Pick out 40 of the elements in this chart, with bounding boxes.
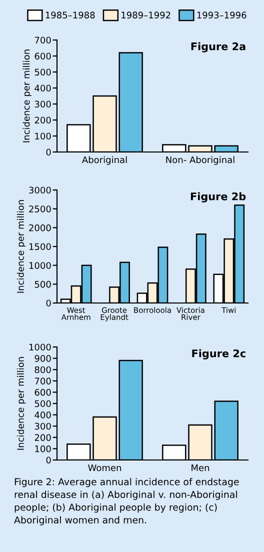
y-tick-label: 2500 <box>29 206 51 212</box>
caption: Figure 2: Average annual incidence of endstage renal disease in (a) Aboriginal v. non-Aboriginal people; (b) Aboriginal people by region; (c) Aboriginal women and men. <box>14 478 239 526</box>
legend-label: 1993–1996 <box>197 12 246 18</box>
y-tick-label: 1000 <box>29 344 51 351</box>
y-tick-label: 500 <box>34 400 51 408</box>
chart-title: Figure 2c <box>192 349 246 360</box>
chart-title: Figure 2a <box>191 42 246 52</box>
y-tick-label: 500 <box>34 68 51 76</box>
y-tick-label: 600 <box>34 388 51 396</box>
y-tick-label: 800 <box>34 366 51 374</box>
y-tick-label: 700 <box>34 378 51 384</box>
x-tick-label: Non- Aboriginal <box>166 156 234 165</box>
legend-label: 1989–1992 <box>122 12 170 18</box>
y-tick-label: 200 <box>34 434 51 441</box>
x-tick-label: Men <box>192 464 210 472</box>
y-tick-label: 200 <box>34 116 51 124</box>
y-tick-label: 1500 <box>29 243 51 250</box>
y-tick-label: 1000 <box>29 262 51 269</box>
y-tick-label: 500 <box>34 280 51 288</box>
y-tick-label: 2000 <box>29 224 51 232</box>
x-tick-label: Aboriginal <box>82 156 127 165</box>
y-tick-label: 3000 <box>29 186 51 194</box>
y-tick-label: 900 <box>34 355 51 362</box>
y-tick-label: 700 <box>34 36 51 44</box>
legend-label: 1985–1988 <box>46 12 95 18</box>
y-tick-label: 400 <box>34 84 51 92</box>
y-tick-label: 100 <box>35 445 51 452</box>
y-tick-label: 600 <box>34 52 51 60</box>
y-tick-label: 300 <box>34 422 51 430</box>
y-tick-label: 0 <box>46 148 51 156</box>
x-tick-label: Women <box>88 464 121 472</box>
y-tick-label: 0 <box>46 300 51 307</box>
y-tick-label: 300 <box>34 100 51 108</box>
y-axis-title: Incidence per million <box>16 200 26 293</box>
y-tick-label: 100 <box>35 132 51 140</box>
y-tick-label: 0 <box>46 456 51 464</box>
y-tick-label: 400 <box>34 412 51 418</box>
y-axis-title: Incidence per million <box>16 357 26 450</box>
chart-title: Figure 2b <box>190 192 246 202</box>
y-axis-title: Incidence per million <box>22 50 32 142</box>
